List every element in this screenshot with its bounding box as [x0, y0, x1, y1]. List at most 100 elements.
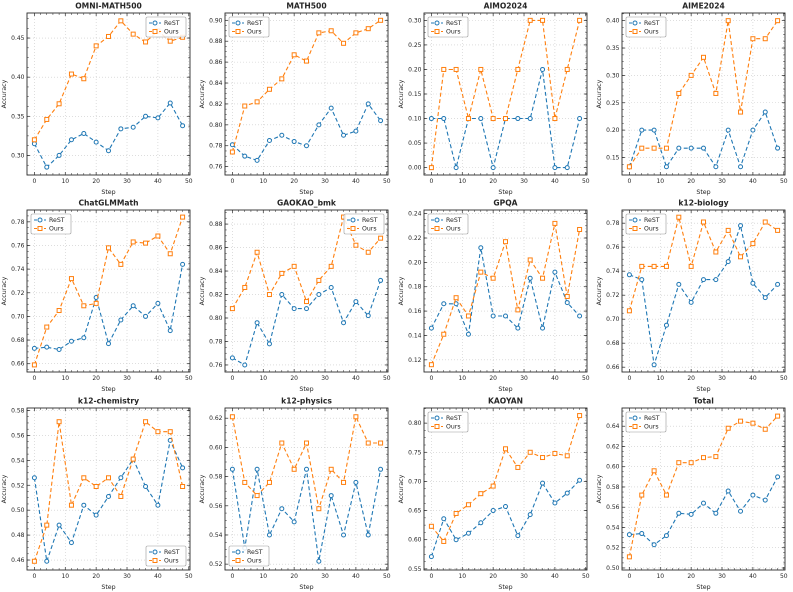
- plot-border: [423, 209, 587, 373]
- svg-text:0.76: 0.76: [209, 362, 223, 369]
- svg-text:30: 30: [123, 375, 131, 382]
- svg-text:50: 50: [185, 178, 193, 185]
- svg-text:0.05: 0.05: [408, 140, 422, 147]
- series-rest: [626, 223, 780, 368]
- svg-text:0.78: 0.78: [11, 219, 25, 226]
- svg-text:0.22: 0.22: [408, 235, 422, 242]
- svg-text:30: 30: [123, 178, 131, 185]
- chart-title: GAOKAO_bmk: [277, 199, 337, 208]
- plot-border: [26, 209, 191, 373]
- svg-text:10: 10: [61, 178, 69, 185]
- legend-label-rest: ReST: [247, 549, 263, 556]
- y-axis-label: Accuracy: [199, 277, 206, 306]
- legend-label-ours: Ours: [446, 29, 461, 36]
- svg-text:0.76: 0.76: [11, 243, 25, 250]
- svg-text:0.18: 0.18: [408, 284, 422, 291]
- svg-text:10: 10: [61, 573, 69, 580]
- svg-text:0.20: 0.20: [606, 127, 620, 134]
- legend-label-ours: Ours: [446, 226, 461, 233]
- y-axis-label: Accuracy: [1, 474, 8, 503]
- x-axis-label: Step: [498, 386, 512, 393]
- svg-text:40: 40: [551, 573, 559, 580]
- chart-total: 0 10 20 30 40 50 0.50 0.52 0.54 0.56 0.58 0.60 0.62 0…: [595, 395, 793, 592]
- svg-text:0.00: 0.00: [408, 165, 422, 172]
- x-axis: 0 10 20 30 40 50: [32, 210, 193, 382]
- y-axis: 0.30 0.35 0.40 0.45: [11, 35, 190, 159]
- legend-label-ours: Ours: [164, 557, 179, 564]
- svg-text:0.88: 0.88: [209, 221, 223, 228]
- svg-text:0.74: 0.74: [11, 266, 25, 273]
- x-axis-label: Step: [696, 189, 710, 196]
- svg-text:30: 30: [718, 178, 726, 185]
- series-rest: [428, 245, 582, 338]
- svg-text:0.80: 0.80: [209, 122, 223, 129]
- chart-title: k12-physics: [281, 396, 332, 405]
- y-axis: 0.46 0.48 0.50 0.52 0.54 0.56 0.58: [11, 407, 190, 564]
- chart-kaoyan: 0 10 20 30 40 50 0.55 0.60 0.65 0.70 0.75 0.80 ReST O…: [397, 395, 595, 592]
- chart-title: GPQA: [493, 199, 517, 208]
- series-ours: [428, 412, 582, 544]
- series-rest: [626, 474, 780, 547]
- svg-text:40: 40: [749, 573, 757, 580]
- legend-label-ours: Ours: [446, 423, 461, 430]
- svg-text:0.40: 0.40: [11, 74, 25, 81]
- svg-text:0.54: 0.54: [209, 532, 223, 539]
- svg-text:0: 0: [627, 178, 631, 185]
- series-ours: [230, 413, 384, 511]
- plot-border: [26, 12, 191, 176]
- svg-text:0.54: 0.54: [606, 524, 620, 531]
- minor-ticks: [27, 210, 190, 373]
- svg-text:10: 10: [458, 375, 466, 382]
- svg-text:10: 10: [260, 573, 268, 580]
- svg-text:0.82: 0.82: [209, 292, 223, 299]
- svg-text:0.70: 0.70: [11, 314, 25, 321]
- chart-canvas-kaoyan: 0 10 20 30 40 50 0.55 0.60 0.65 0.70 0.75 0.80 ReSTO…: [398, 396, 590, 591]
- svg-text:0: 0: [429, 573, 433, 580]
- svg-text:0: 0: [231, 178, 235, 185]
- svg-text:30: 30: [718, 375, 726, 382]
- x-axis-label: Step: [498, 584, 512, 591]
- svg-text:0.82: 0.82: [209, 101, 223, 108]
- svg-text:20: 20: [92, 375, 100, 382]
- legend-label-rest: ReST: [446, 218, 462, 225]
- legend-label-ours: Ours: [362, 226, 377, 233]
- svg-text:0: 0: [32, 573, 36, 580]
- svg-text:0.60: 0.60: [209, 444, 223, 451]
- legend-label-rest: ReST: [362, 218, 378, 225]
- x-axis-label: Step: [300, 386, 314, 393]
- svg-text:0.58: 0.58: [209, 473, 223, 480]
- y-axis-label: Accuracy: [199, 474, 206, 503]
- gridlines: [225, 210, 389, 373]
- legend-label-ours: Ours: [644, 226, 659, 233]
- chart-canvas-total: 0 10 20 30 40 500.500.520.540.560.580.600.620…: [596, 396, 788, 591]
- x-axis: 0 10 20 30 40 50: [627, 13, 788, 185]
- svg-text:30: 30: [520, 573, 528, 580]
- minor-ticks: [621, 210, 785, 373]
- plot-border: [621, 209, 786, 373]
- series-rest: [31, 437, 186, 564]
- svg-text:0.30: 0.30: [11, 152, 25, 159]
- svg-text:50: 50: [383, 573, 391, 580]
- chart-k12-physics: 0 10 20 30 40 50 0.52 0.54 0.56 0.58 0.60 0.62 ReST O…: [198, 395, 396, 592]
- y-axis: 0.12 0.14 0.16 0.18 0.20 0.22 0.24: [408, 211, 587, 364]
- svg-text:0.62: 0.62: [606, 443, 620, 450]
- chart-math500: 0 10 20 30 40 50 0.76 0.78 0.80 0.82 0.84 0.86 0.88 0…: [198, 0, 396, 197]
- svg-text:0.76: 0.76: [209, 164, 223, 171]
- y-axis-label: Accuracy: [1, 277, 8, 306]
- chart-canvas-omni-math500: 0 10 20 30 40 50 0.30 0.35 0.40 0.45 ReST Ours OMNI-…: [1, 2, 193, 197]
- svg-text:0.25: 0.25: [606, 100, 620, 107]
- y-axis-label: Accuracy: [596, 474, 603, 503]
- legend-label-ours: Ours: [247, 29, 262, 36]
- chart-title: MATH500: [287, 2, 327, 11]
- svg-text:0.20: 0.20: [408, 260, 422, 267]
- x-axis: 0 10 20 30 40 50: [429, 13, 589, 185]
- chart-canvas-chatglmmath: 0 10 20 30 40 50 0.66 0.68 0.70 0.72 0.74 0.76 0.78 R…: [1, 199, 193, 394]
- svg-text:0.66: 0.66: [606, 365, 620, 372]
- series-ours: [626, 413, 780, 559]
- gridlines: [621, 210, 785, 373]
- series-ours: [626, 215, 780, 314]
